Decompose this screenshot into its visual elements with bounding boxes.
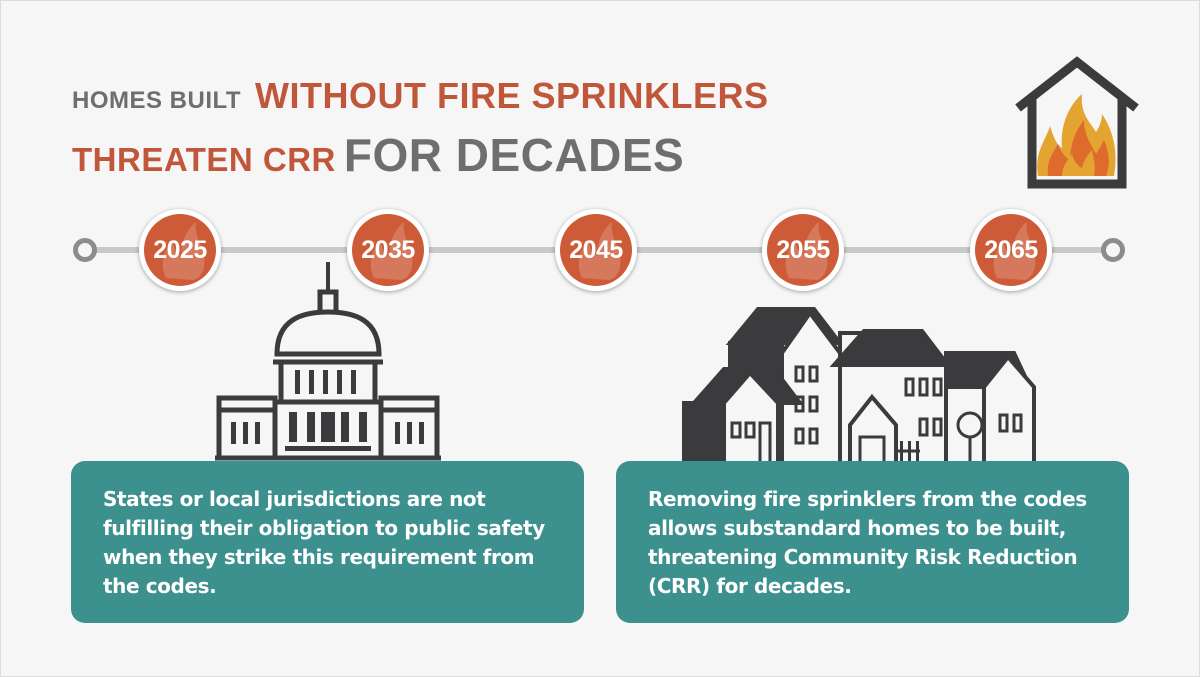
year-label: 2035 bbox=[361, 236, 415, 264]
house-fire-icon bbox=[1015, 56, 1139, 189]
capitol-building-icon bbox=[215, 262, 441, 461]
year-circle: 2065 bbox=[975, 214, 1047, 286]
flame-icon bbox=[162, 222, 205, 280]
left-info-card: States or local jurisdictions are not fu… bbox=[71, 461, 584, 623]
title-line-1: HOMES BUILT WITHOUT FIRE SPRINKLERS bbox=[72, 78, 769, 114]
year-label: 2045 bbox=[569, 236, 623, 264]
title-homes-built: HOMES BUILT bbox=[72, 87, 242, 114]
year-marker-2025: 2025 bbox=[139, 209, 221, 291]
year-label: 2055 bbox=[776, 236, 830, 264]
flame-icon bbox=[785, 222, 828, 280]
flame-icon bbox=[993, 222, 1036, 280]
right-info-card: Removing fire sprinklers from the codes … bbox=[616, 461, 1129, 623]
flame-icon bbox=[370, 222, 413, 280]
timeline-end-dot bbox=[1101, 238, 1125, 262]
title-without-fire-sprinklers: WITHOUT FIRE SPRINKLERS bbox=[255, 75, 769, 116]
year-marker-2055: 2055 bbox=[762, 209, 844, 291]
year-circle: 2045 bbox=[560, 214, 632, 286]
year-marker-2045: 2045 bbox=[555, 209, 637, 291]
right-card-text: Removing fire sprinklers from the codes … bbox=[648, 487, 1087, 598]
year-circle: 2055 bbox=[767, 214, 839, 286]
title-for-decades: FOR DECADES bbox=[343, 129, 685, 181]
year-label: 2065 bbox=[984, 236, 1038, 264]
neighborhood-houses-icon bbox=[682, 307, 1046, 467]
flame-icon bbox=[578, 222, 621, 280]
left-card-text: States or local jurisdictions are not fu… bbox=[103, 487, 545, 598]
year-label: 2025 bbox=[153, 236, 207, 264]
year-marker-2035: 2035 bbox=[347, 209, 429, 291]
title-line-2: THREATEN CRR FOR DECADES bbox=[72, 132, 684, 178]
year-circle: 2025 bbox=[144, 214, 216, 286]
timeline-start-dot bbox=[73, 238, 97, 262]
year-circle: 2035 bbox=[352, 214, 424, 286]
year-marker-2065: 2065 bbox=[970, 209, 1052, 291]
title-threaten-crr: THREATEN CRR bbox=[72, 141, 336, 178]
